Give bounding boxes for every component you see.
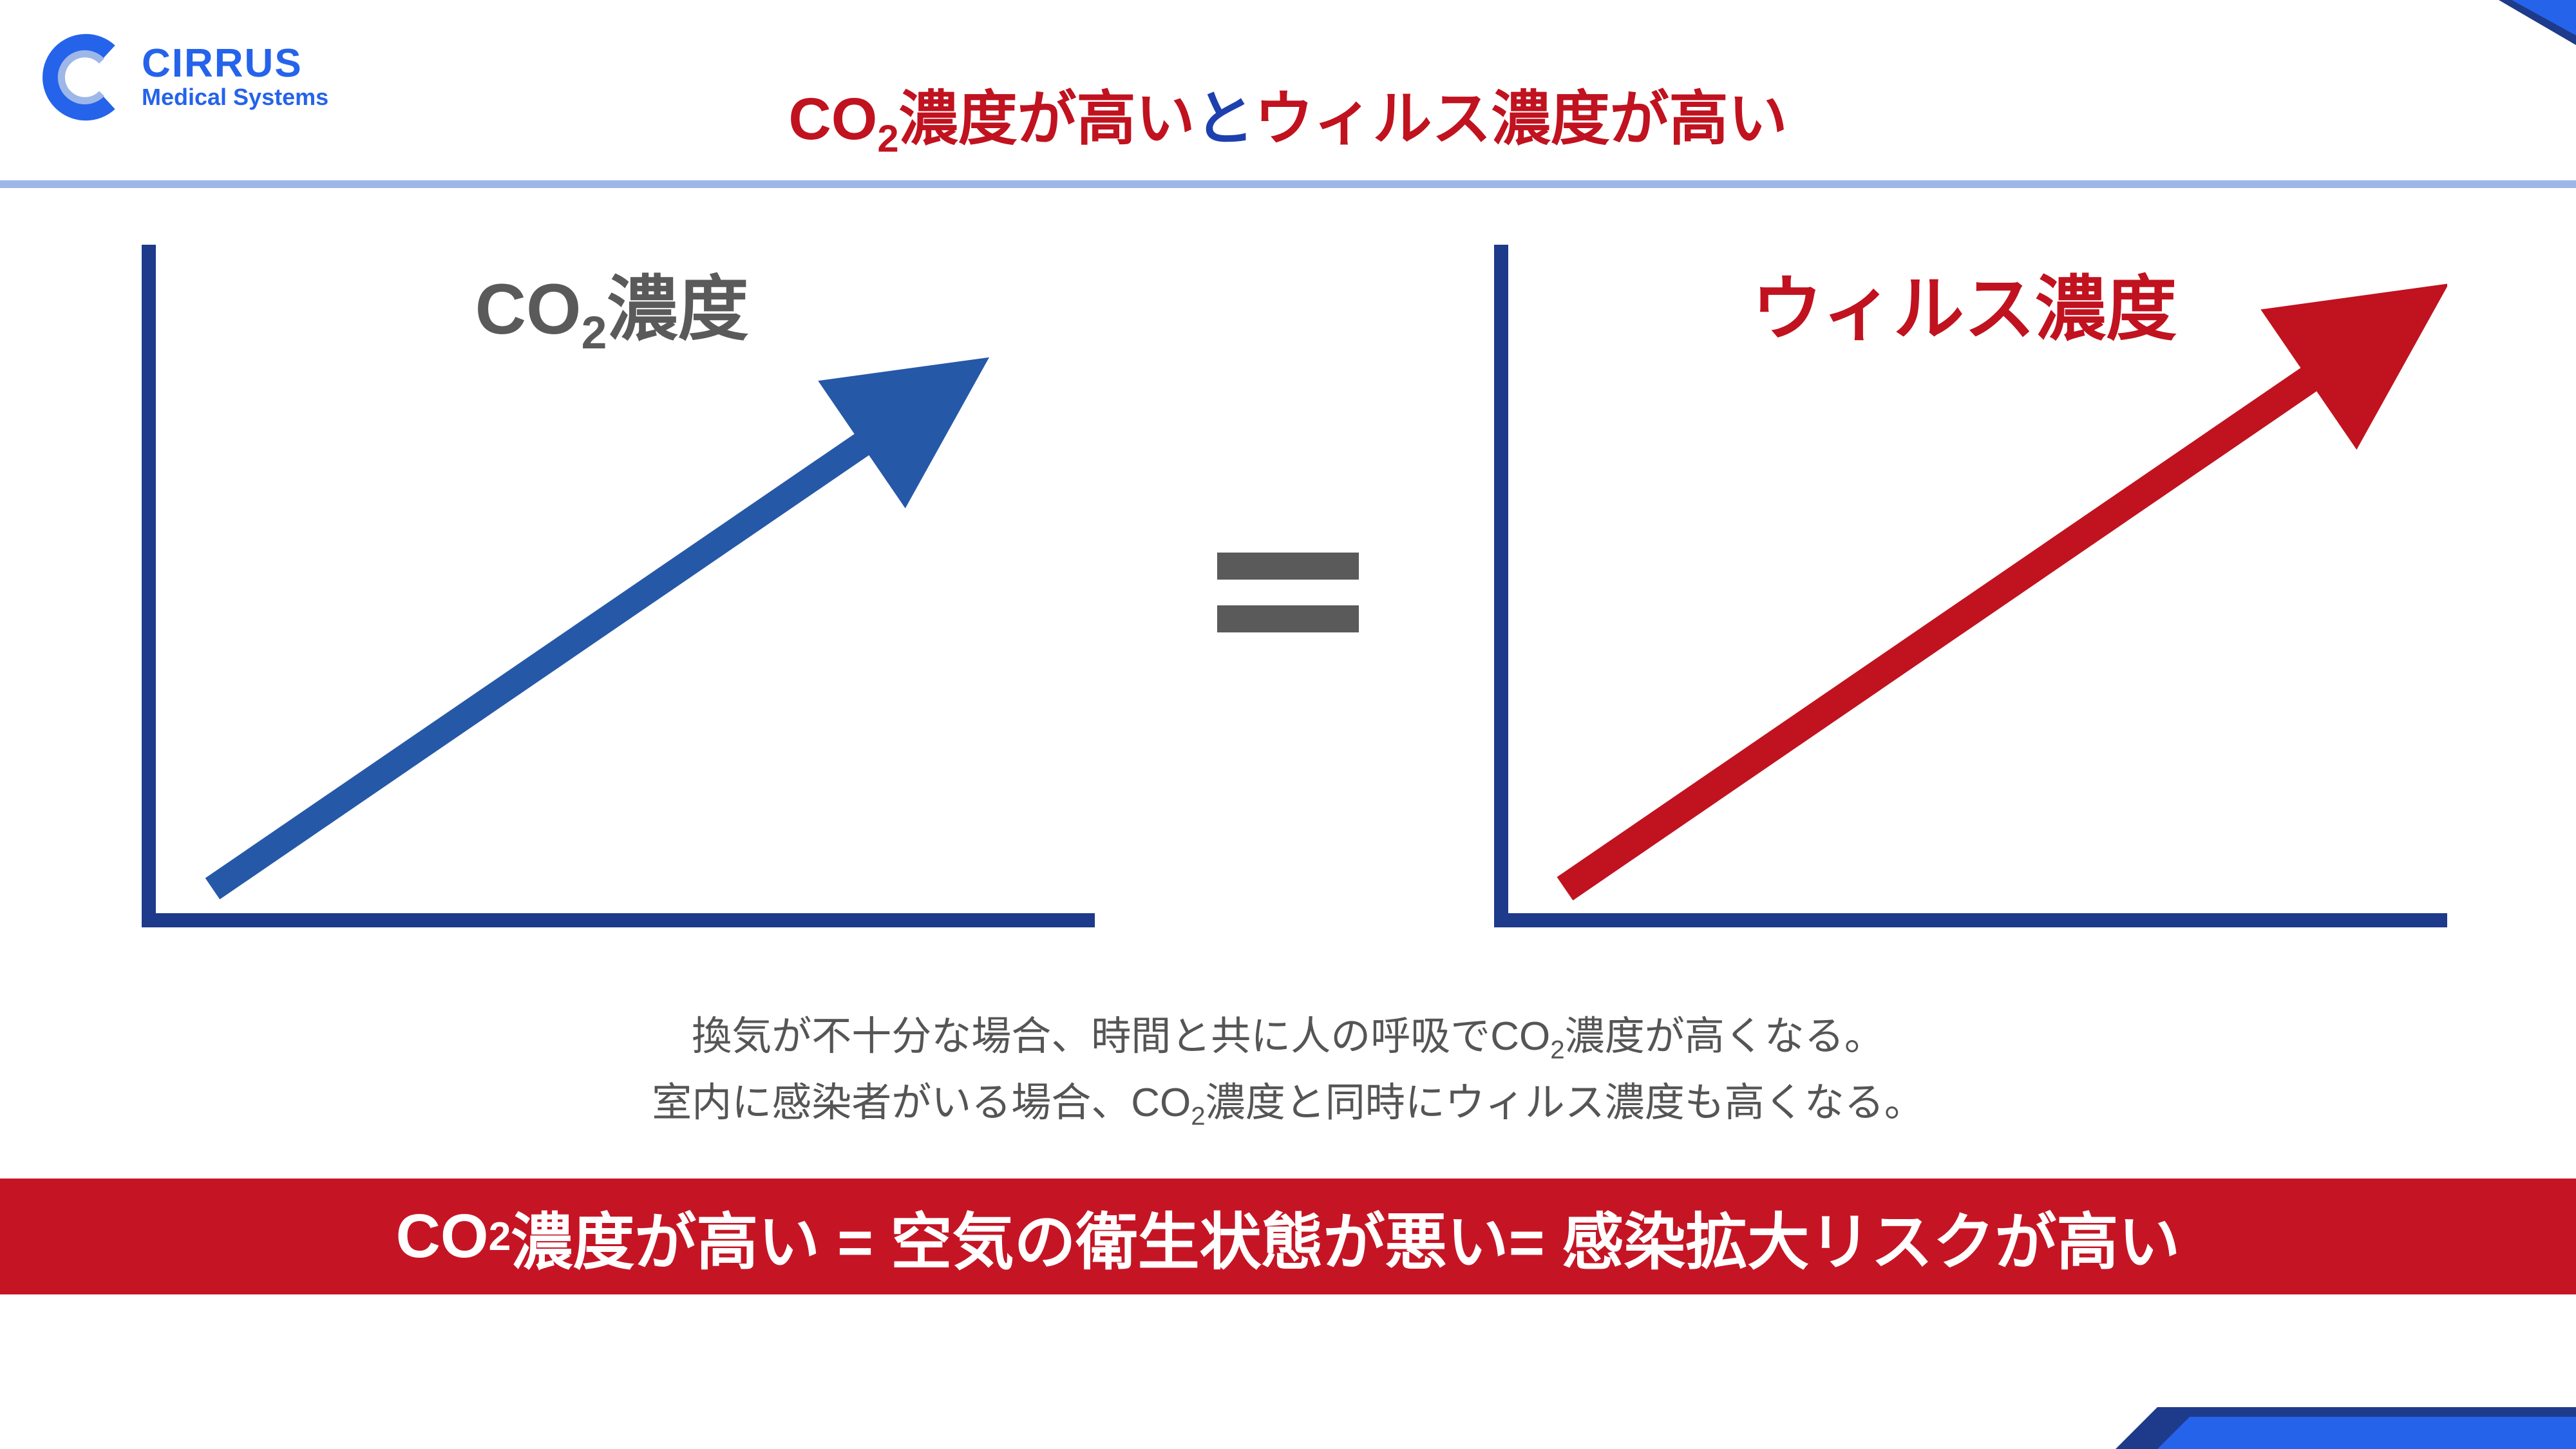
title-seg-4: ウィルス濃度が高い [1255,86,1788,152]
chart-virus: ウィルス濃度 [1481,245,2447,940]
equals-icon [1217,553,1359,632]
title-seg-2: 濃度が高い [899,86,1195,152]
desc-l1s: 2 [1550,1035,1564,1064]
slide-title: CO2濃度が高いとウィルス濃度が高い [0,71,2576,160]
equals-bar-top [1217,553,1359,580]
banner-sub-1: 2 [489,1214,511,1260]
desc-l1a: 換気が不十分な場合、時間と共に人の呼吸でCO [692,1014,1550,1059]
banner-seg-2: 濃度が高い = 空気の衛生状態が悪い= 感染拡大リスクが高い [511,1192,2180,1282]
desc-l2a: 室内に感染者がいる場合、CO [652,1081,1191,1125]
banner-seg-1: CO [396,1201,489,1272]
description-text: 換気が不十分な場合、時間と共に人の呼吸でCO2濃度が高くなる。 室内に感染者がい… [0,1005,2576,1137]
equals-bar-bottom [1217,605,1359,632]
title-seg-1: CO [788,86,877,152]
charts-row: CO2濃度 ウィルス濃度 [129,245,2447,940]
title-divider [0,180,2576,188]
chart-co2-arrow [129,245,1095,940]
chart-virus-arrow [1481,245,2447,940]
title-seg-3: と [1195,86,1255,152]
title-sub-1: 2 [877,117,898,160]
corner-accent-top [2499,0,2576,45]
desc-l2b: 濃度と同時にウィルス濃度も高くなる。 [1206,1081,1924,1125]
desc-l2s: 2 [1191,1101,1205,1130]
desc-l1b: 濃度が高くなる。 [1565,1014,1884,1059]
chart-co2: CO2濃度 [129,245,1095,940]
bottom-banner: CO2濃度が高い = 空気の衛生状態が悪い= 感染拡大リスクが高い [0,1179,2576,1294]
corner-accent-bottom [2190,1417,2576,1449]
